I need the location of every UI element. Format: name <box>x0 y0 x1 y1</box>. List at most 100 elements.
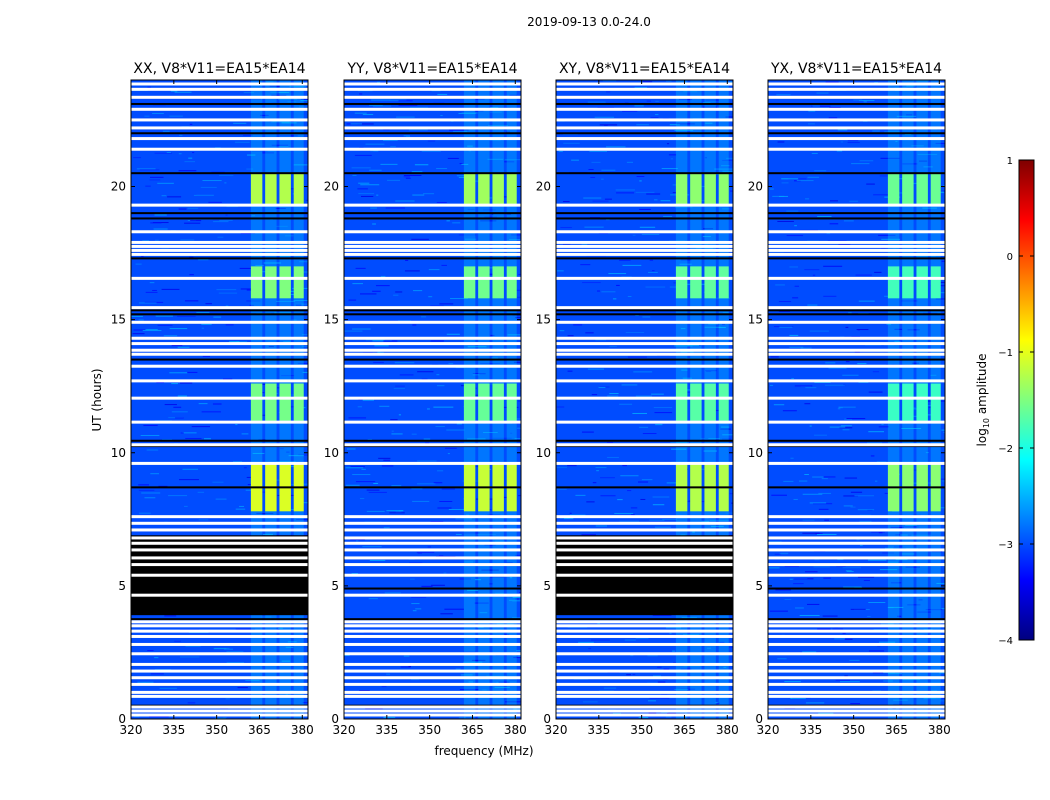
flagged-row-black <box>131 587 308 590</box>
heatmap-noise <box>919 160 928 162</box>
heatmap-noise <box>517 400 521 402</box>
heatmap-noise <box>297 362 308 364</box>
heatmap-noise <box>784 565 799 567</box>
heatmap-noise <box>455 533 462 535</box>
heatmap-noise <box>420 316 427 318</box>
heatmap-noise <box>881 238 901 240</box>
heatmap-noise <box>639 180 642 182</box>
heatmap-signal-cell <box>887 173 900 206</box>
heatmap-noise <box>430 521 444 523</box>
heatmap-noise <box>663 678 668 680</box>
heatmap-noise <box>417 483 436 485</box>
heatmap-noise <box>175 417 184 419</box>
heatmap-noise <box>649 697 670 699</box>
heatmap-noise <box>781 178 799 180</box>
heatmap-noise <box>212 403 222 405</box>
heatmap-noise <box>692 243 709 245</box>
heatmap-noise <box>674 688 689 690</box>
heatmap-noise <box>494 196 514 198</box>
heatmap-noise <box>901 300 918 302</box>
heatmap-noise <box>362 546 382 548</box>
heatmap-noise <box>714 168 733 170</box>
heatmap-signal-cell <box>250 383 263 421</box>
heatmap-noise <box>805 571 818 573</box>
heatmap-noise <box>854 495 875 497</box>
heatmap-noise <box>627 356 647 358</box>
heatmap-noise <box>832 628 844 630</box>
heatmap-noise <box>872 371 880 373</box>
heatmap-noise <box>607 456 619 458</box>
heatmap-noise <box>844 418 853 420</box>
flagged-row-white <box>556 443 733 447</box>
heatmap-noise <box>799 614 820 616</box>
heatmap-noise <box>362 399 374 401</box>
heatmap-noise <box>520 382 521 384</box>
heatmap-noise <box>154 420 172 422</box>
heatmap-noise <box>719 641 725 643</box>
heatmap-noise <box>488 125 509 127</box>
heatmap-noise <box>835 679 850 681</box>
heatmap-noise <box>563 518 574 520</box>
heatmap-noise <box>274 312 292 314</box>
flagged-row-white <box>344 379 521 383</box>
heatmap-noise <box>807 123 815 125</box>
heatmap-noise <box>192 152 195 154</box>
heatmap-noise <box>412 324 417 326</box>
heatmap-noise <box>437 507 452 509</box>
flagged-row-white <box>768 147 945 151</box>
heatmap-noise <box>789 334 799 336</box>
heatmap-noise <box>225 324 234 326</box>
flagged-row-white <box>556 348 733 352</box>
heatmap-noise <box>154 214 167 216</box>
heatmap-noise <box>198 519 209 521</box>
heatmap-noise <box>804 269 820 271</box>
heatmap-noise <box>567 335 574 337</box>
flagged-row-white <box>131 252 308 256</box>
flagged-row-white <box>131 536 308 540</box>
heatmap-noise <box>859 520 872 522</box>
flagged-row-white <box>131 244 308 248</box>
heatmap-noise <box>884 131 900 133</box>
heatmap-noise <box>468 150 471 152</box>
heatmap-noise <box>601 291 616 293</box>
flagged-row-white <box>556 528 733 532</box>
heatmap-noise <box>150 673 164 675</box>
heatmap-noise <box>275 207 286 209</box>
heatmap-noise <box>411 488 423 490</box>
heatmap-noise <box>271 94 287 96</box>
heatmap-noise <box>189 123 193 125</box>
x-tick-label: 365 <box>461 723 484 737</box>
heatmap-noise <box>630 514 635 516</box>
flagged-row-black <box>556 212 733 215</box>
flagged-row-white <box>556 642 733 646</box>
heatmap-noise <box>776 94 791 96</box>
heatmap-noise <box>680 328 686 330</box>
heatmap-noise <box>872 690 882 692</box>
heatmap-noise <box>802 532 820 534</box>
heatmap-noise <box>391 430 394 432</box>
heatmap-noise <box>217 236 224 238</box>
heatmap-noise <box>161 195 167 197</box>
colorbar-tick-label: −2 <box>998 444 1013 455</box>
heatmap-noise <box>302 371 308 373</box>
heatmap-noise <box>425 442 430 444</box>
heatmap-noise <box>162 130 170 132</box>
heatmap-noise <box>726 157 733 159</box>
heatmap-noise <box>512 600 521 602</box>
heatmap-signal-cell <box>463 173 476 206</box>
y-tick-label: 0 <box>331 712 339 726</box>
heatmap-noise <box>144 301 164 303</box>
heatmap-noise <box>633 371 653 373</box>
heatmap-signal-cell <box>916 266 928 299</box>
flagged-row-black <box>131 132 308 135</box>
x-tick-label: 380 <box>716 723 739 737</box>
heatmap-noise <box>825 362 836 364</box>
heatmap-noise <box>709 519 729 521</box>
heatmap-noise <box>408 665 412 667</box>
flagged-row-white <box>344 420 521 424</box>
heatmap-noise <box>510 432 513 434</box>
heatmap-noise <box>901 427 922 429</box>
flagged-row-white <box>556 573 733 577</box>
heatmap-noise <box>150 473 159 475</box>
flagged-row-white <box>768 528 945 532</box>
